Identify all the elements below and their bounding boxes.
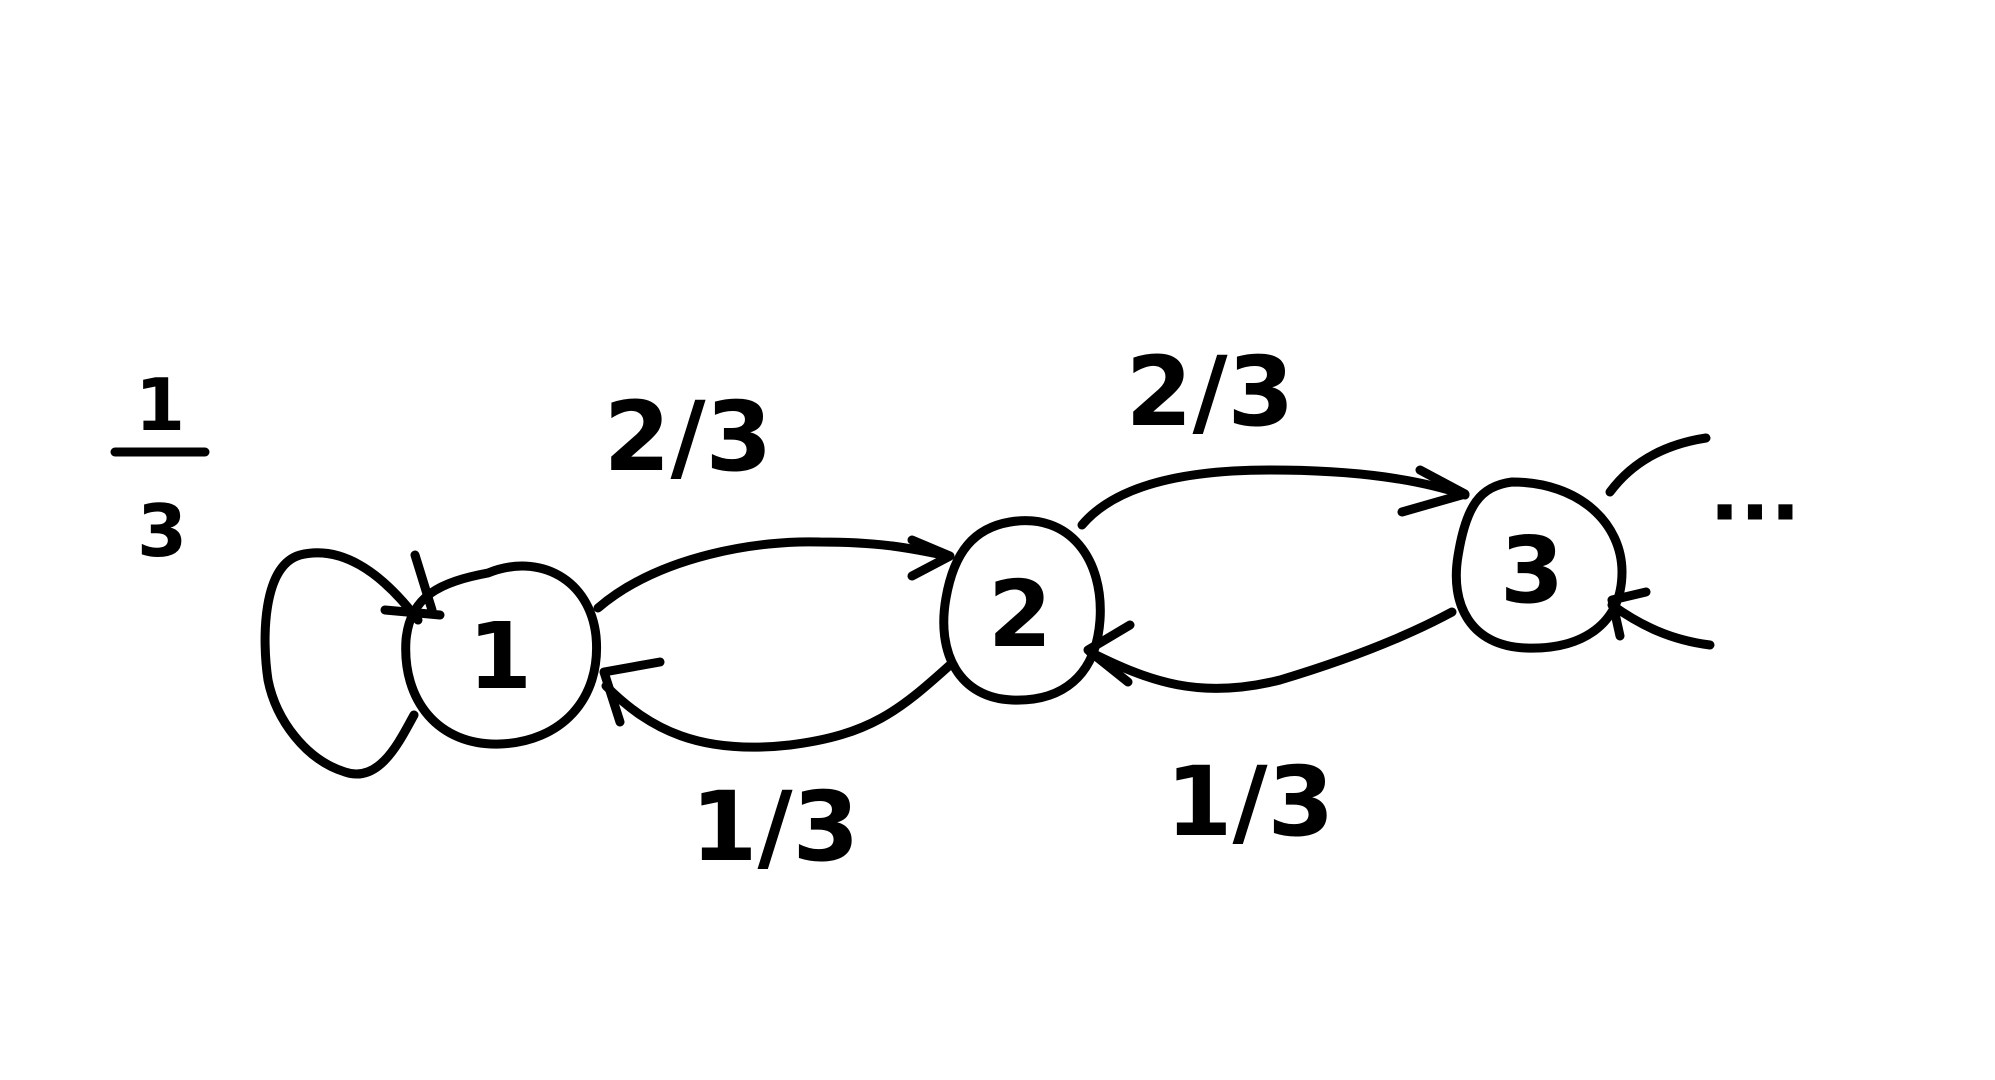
edge-2-to-1: 1/3 — [599, 657, 955, 883]
outgoing-arrow-bottom — [1607, 600, 1715, 650]
outgoing-arrowhead-bottom — [1607, 587, 1651, 641]
edge-3-to-2-arrow — [1085, 607, 1457, 693]
edge-2-to-1-label: 1/3 — [691, 771, 860, 883]
edge-1-to-2: 2/3 — [593, 381, 955, 613]
node-2: 2 — [939, 516, 1105, 705]
self-loop-label-denominator: 3 — [137, 489, 187, 573]
continuation-ellipsis: ··· — [1709, 466, 1800, 559]
continuation: ··· — [1605, 433, 1801, 650]
self-loop-label: 1 3 — [110, 363, 210, 573]
edge-1-to-1: 1 3 — [110, 363, 445, 779]
self-loop-arrowhead — [380, 550, 445, 620]
edge-1-to-2-arrowhead — [907, 535, 955, 581]
self-loop-label-numerator: 1 — [135, 363, 185, 447]
node-2-circle — [939, 516, 1105, 705]
edge-3-to-2-arrowhead — [1083, 620, 1135, 687]
edge-1-to-2-arrow — [593, 537, 953, 613]
edge-3-to-2: 1/3 — [1083, 607, 1457, 858]
node-1-label: 1 — [468, 603, 532, 710]
node-3-label: 3 — [1500, 517, 1564, 624]
node-2-label: 2 — [988, 561, 1052, 668]
edge-2-to-1-arrowhead — [599, 657, 665, 727]
edge-2-to-3-label: 2/3 — [1126, 336, 1295, 448]
node-1: 1 — [401, 561, 602, 749]
self-loop-arrow — [260, 548, 423, 779]
node-3-circle — [1451, 477, 1627, 653]
edge-2-to-3-arrowhead — [1397, 465, 1470, 517]
edge-2-to-3: 2/3 — [1077, 336, 1470, 530]
edge-2-to-3-arrow — [1077, 465, 1470, 530]
edge-2-to-1-arrow — [601, 660, 955, 752]
edge-1-to-2-label: 2/3 — [604, 381, 773, 493]
edge-3-to-2-label: 1/3 — [1166, 746, 1335, 858]
incoming-arrow-top — [1605, 433, 1711, 497]
node-3: 3 — [1451, 477, 1627, 653]
